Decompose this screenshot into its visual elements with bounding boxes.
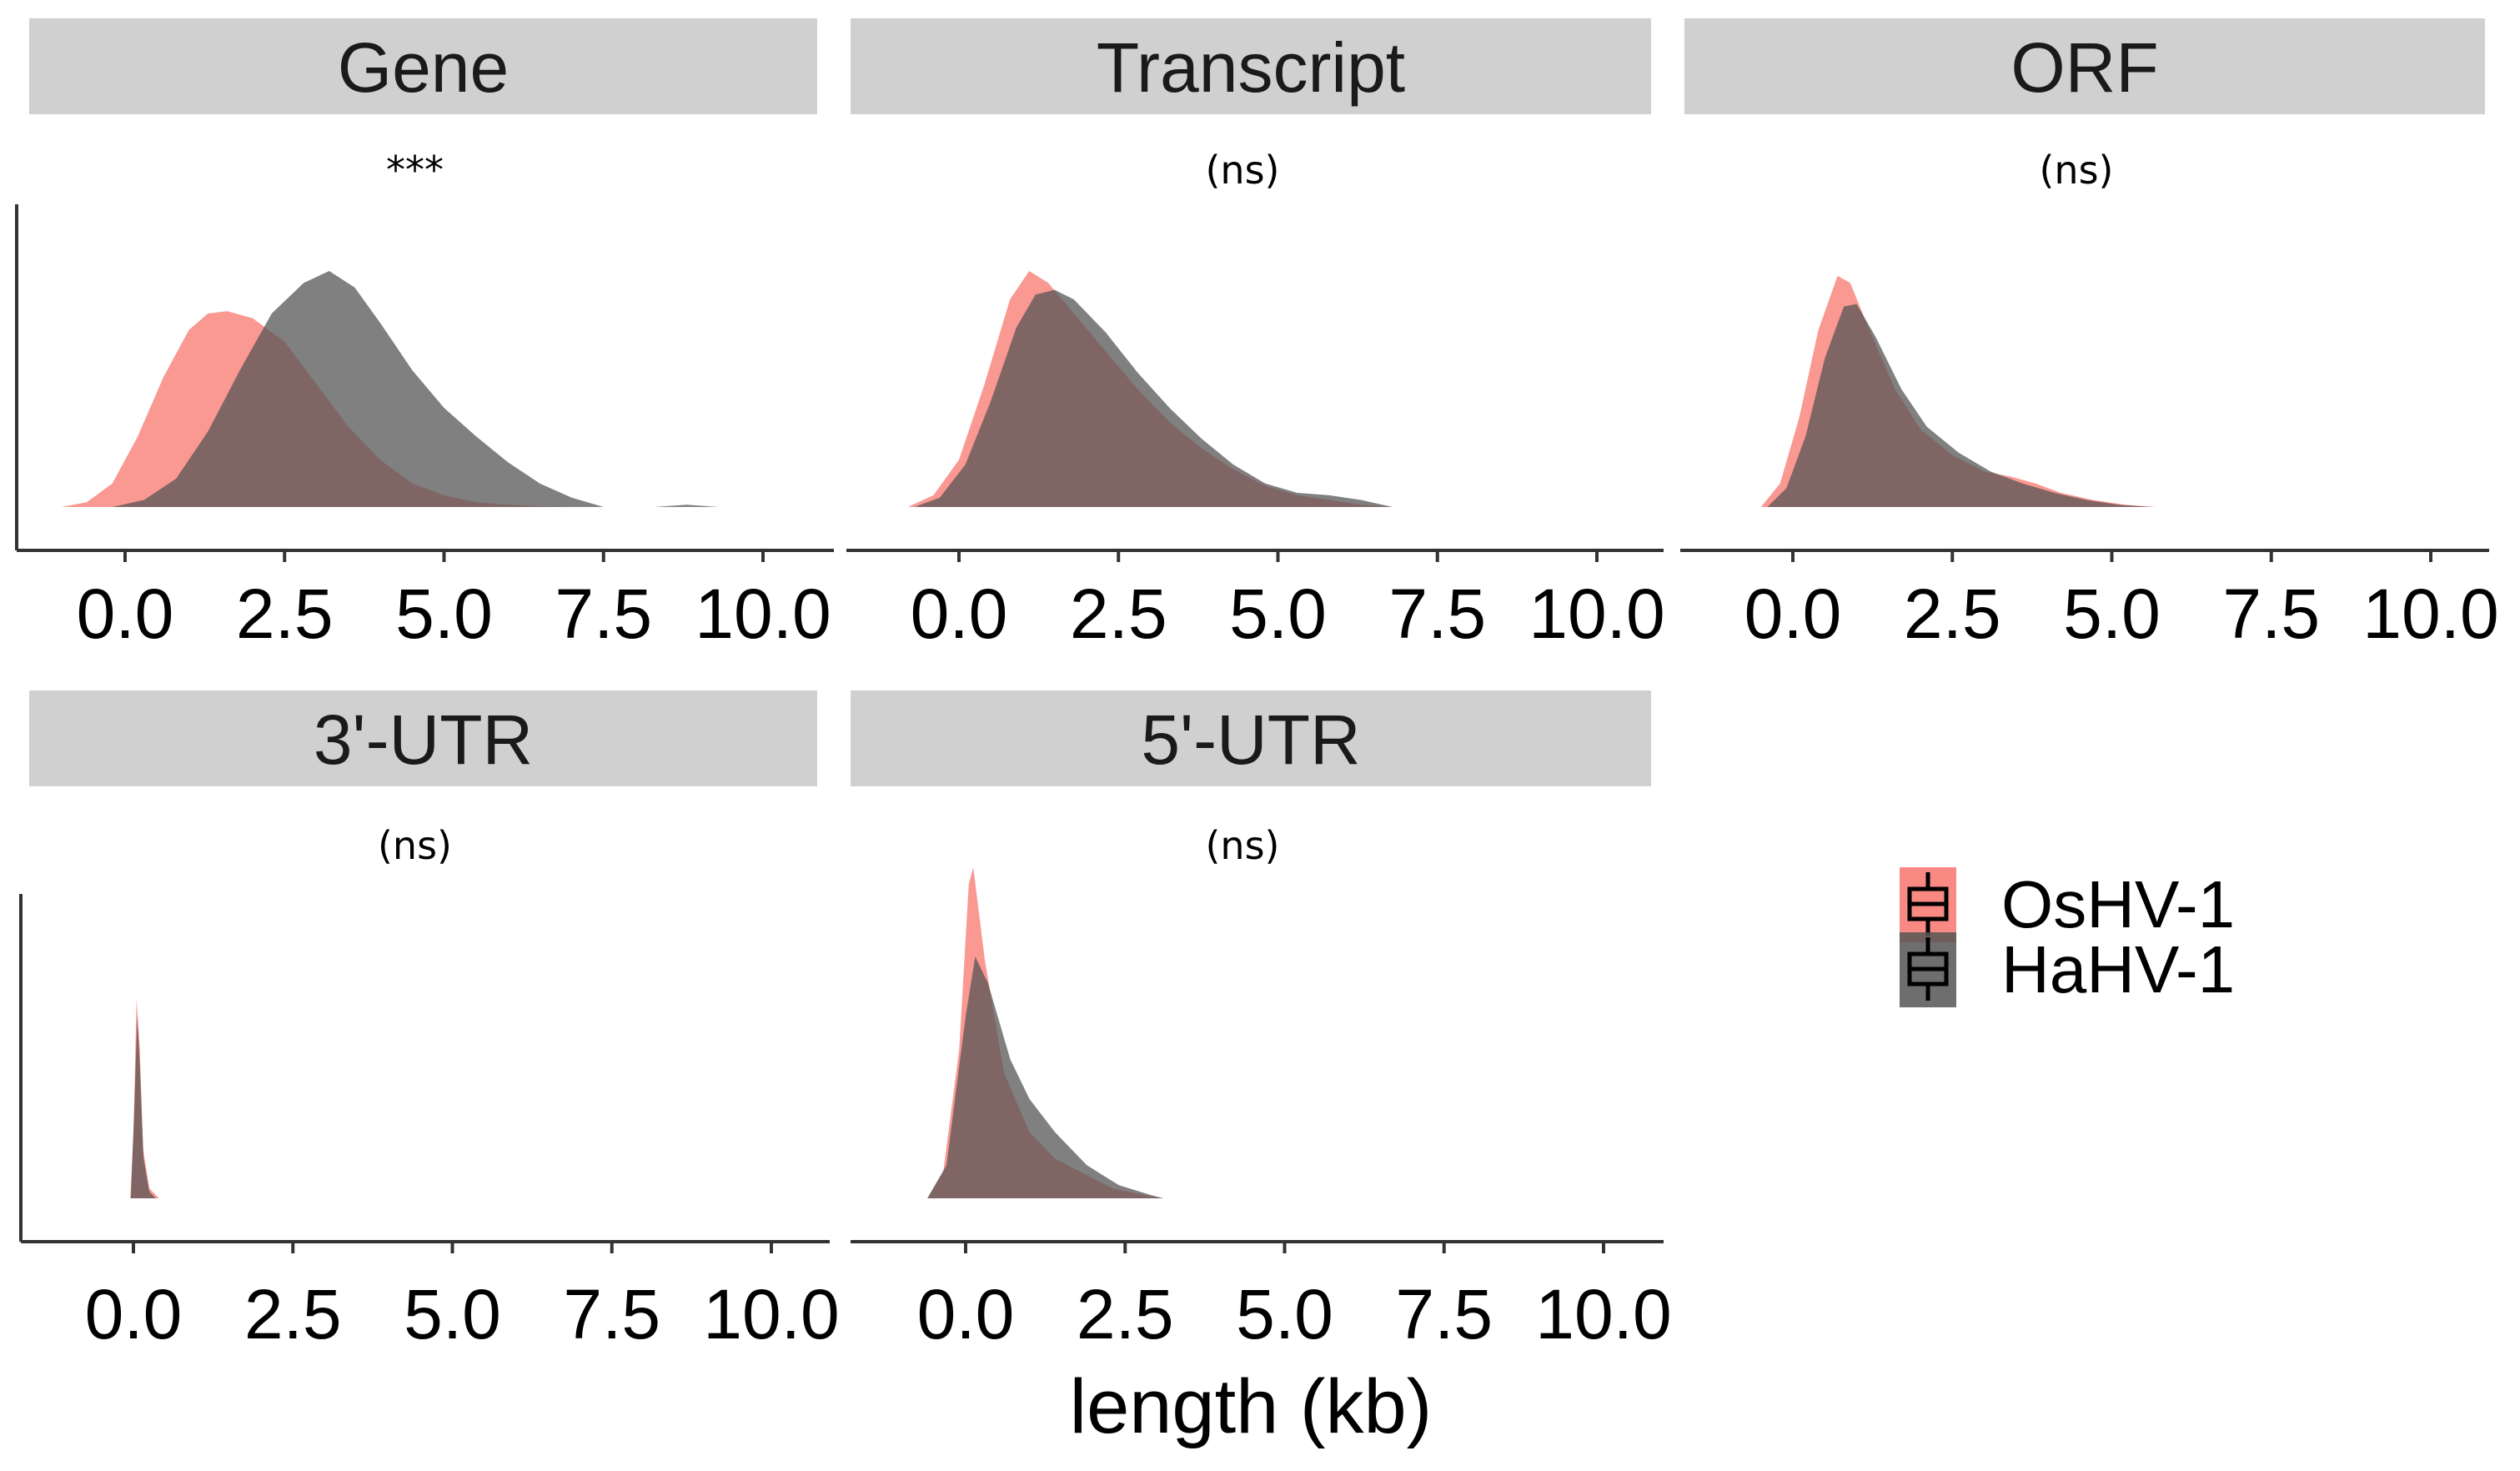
x-tick-label-transcript-3: 7.5 bbox=[1388, 575, 1486, 653]
x-tick-label-transcript-2: 5.0 bbox=[1229, 575, 1327, 653]
x-tick-label-5-utr-1: 2.5 bbox=[1077, 1275, 1174, 1353]
x-tick-label-orf-3: 7.5 bbox=[2222, 575, 2320, 653]
significance-label-3-utr: (ns) bbox=[378, 823, 452, 868]
facet-strip-5-utr bbox=[851, 690, 1651, 786]
facet-panel-orf: ORF (ns) 0.0 2.5 5.0 7.5 10.0 bbox=[1680, 18, 2499, 653]
facet-strip-gene bbox=[29, 18, 817, 114]
density-area-hahv-1-transcript bbox=[914, 289, 1393, 507]
x-tick-label-5-utr-0: 0.0 bbox=[917, 1275, 1015, 1353]
x-tick-label-transcript-0: 0.0 bbox=[911, 575, 1008, 653]
x-tick-label-orf-1: 2.5 bbox=[1904, 575, 2001, 653]
facet-strip-orf bbox=[1684, 18, 2485, 114]
x-tick-label-gene-0: 0.0 bbox=[77, 575, 174, 653]
facet-strip-3-utr bbox=[29, 690, 817, 786]
x-tick-label-orf-2: 5.0 bbox=[2063, 575, 2161, 653]
x-tick-label-5-utr-4: 10.0 bbox=[1535, 1275, 1672, 1353]
x-tick-label-3-utr-1: 2.5 bbox=[244, 1275, 342, 1353]
facet-panel-transcript: Transcript (ns) 0.0 2.5 5.0 7.5 10.0 bbox=[846, 18, 1665, 653]
x-tick-label-gene-1: 2.5 bbox=[236, 575, 334, 653]
significance-label-orf: (ns) bbox=[2039, 148, 2113, 193]
facet-label-transcript: Transcript bbox=[1097, 28, 1405, 107]
significance-label-gene: *** bbox=[386, 148, 444, 193]
x-axis-label: length (kb) bbox=[1070, 1364, 1433, 1449]
facet-label-orf: ORF bbox=[2010, 28, 2158, 107]
density-area-hahv-1-5-utr bbox=[927, 956, 1164, 1198]
x-tick-label-orf-4: 10.0 bbox=[2362, 575, 2499, 653]
x-tick-label-3-utr-0: 0.0 bbox=[85, 1275, 183, 1353]
density-area-hahv-1-gene bbox=[112, 271, 719, 507]
x-tick-label-3-utr-2: 5.0 bbox=[404, 1275, 501, 1353]
x-tick-label-orf-0: 0.0 bbox=[1744, 575, 1842, 653]
x-tick-label-5-utr-3: 7.5 bbox=[1395, 1275, 1493, 1353]
facet-label-5-utr: 5'-UTR bbox=[1141, 700, 1360, 779]
legend-label-oshv-1: OsHV-1 bbox=[2001, 867, 2235, 941]
x-tick-label-transcript-4: 10.0 bbox=[1529, 575, 1665, 653]
x-tick-label-3-utr-3: 7.5 bbox=[563, 1275, 660, 1353]
facet-panel-5-utr: 5'-UTR (ns) 0.0 2.5 5.0 7.5 10.0 bbox=[851, 690, 1672, 1353]
density-area-hahv-1-3-utr bbox=[130, 1016, 156, 1198]
panels-layer: Gene *** 0.0 2.5 5.0 7.5 10.0 Transcript (ns) 0.0… bbox=[15, 18, 2499, 1353]
x-tick-label-transcript-1: 2.5 bbox=[1070, 575, 1167, 653]
x-tick-label-gene-4: 10.0 bbox=[695, 575, 831, 653]
x-tick-label-gene-2: 5.0 bbox=[395, 575, 493, 653]
density-area-hahv-1-orf bbox=[1767, 304, 2151, 507]
significance-label-transcript: (ns) bbox=[1205, 148, 1279, 193]
x-tick-label-3-utr-4: 10.0 bbox=[703, 1275, 840, 1353]
x-tick-label-gene-3: 7.5 bbox=[555, 575, 652, 653]
facet-label-gene: Gene bbox=[338, 28, 510, 107]
x-tick-label-5-utr-2: 5.0 bbox=[1236, 1275, 1333, 1353]
significance-label-5-utr: (ns) bbox=[1205, 823, 1279, 868]
facet-panel-3-utr: 3'-UTR (ns) 0.0 2.5 5.0 7.5 10.0 bbox=[19, 690, 840, 1353]
facet-panel-gene: Gene *** 0.0 2.5 5.0 7.5 10.0 bbox=[15, 18, 834, 653]
legend-entry-oshv-1: OsHV-1 bbox=[1900, 867, 2235, 942]
facet-strip-transcript bbox=[851, 18, 1651, 114]
legend-label-hahv-1: HaHV-1 bbox=[2001, 932, 2235, 1007]
legend-entry-hahv-1: HaHV-1 bbox=[1900, 932, 2235, 1007]
facet-label-3-utr: 3'-UTR bbox=[314, 700, 533, 779]
